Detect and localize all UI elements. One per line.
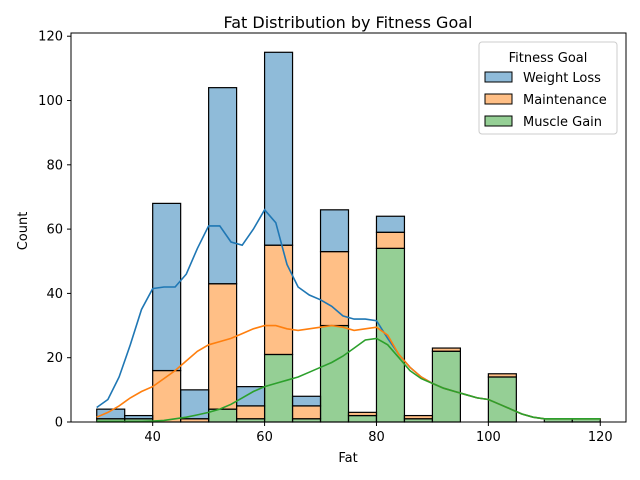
bar-maintenance-bin-2: [152, 369, 182, 423]
bar-maintenance-bin-11: [403, 414, 434, 420]
y-axis-label: Count: [16, 212, 31, 251]
bar-weight-loss-bin-4: [208, 87, 238, 285]
bar-maintenance-bin-14: [487, 373, 517, 378]
kde-line-muscle-gain: [96, 337, 601, 423]
x-tick-label-60: 60: [256, 430, 273, 445]
y-tick-label-0: 0: [55, 416, 63, 431]
y-tick-label-100: 100: [38, 94, 63, 109]
legend-label-muscle-gain: Muscle Gain: [523, 115, 602, 130]
bar-weight-loss-bin-6: [263, 51, 294, 246]
bar-maintenance-bin-6: [263, 244, 294, 356]
legend-swatch-muscle-gain: [484, 115, 513, 127]
legend-label-maintenance: Maintenance: [523, 93, 607, 108]
bar-weight-loss-bin-0: [96, 408, 126, 420]
axes-frame: [70, 32, 627, 423]
x-tick-label-100: 100: [476, 430, 501, 445]
bar-maintenance-bin-4: [208, 283, 238, 410]
bar-maintenance-bin-5: [236, 405, 266, 420]
legend-title: Fitness Goal: [509, 51, 588, 66]
y-tick-label-80: 80: [46, 158, 63, 173]
x-axis-label: Fat: [338, 451, 357, 466]
bar-maintenance-bin-12: [431, 347, 461, 352]
bar-weight-loss-bin-10: [375, 215, 406, 233]
bar-weight-loss-bin-1: [124, 414, 154, 420]
bar-weight-loss-bin-8: [319, 209, 350, 253]
legend-swatch-maintenance: [484, 93, 513, 105]
bar-muscle-gain-bin-6: [263, 353, 294, 423]
y-tick-label-60: 60: [46, 223, 63, 238]
y-tick-label-20: 20: [46, 351, 63, 366]
x-tick-label-80: 80: [368, 430, 385, 445]
x-tick-label-120: 120: [588, 430, 613, 445]
bar-weight-loss-bin-3: [180, 389, 210, 420]
bar-weight-loss-bin-7: [291, 395, 322, 407]
bar-weight-loss-bin-5: [236, 386, 266, 407]
bar-muscle-gain-bin-14: [487, 376, 517, 423]
bar-maintenance-bin-9: [347, 411, 378, 417]
bar-maintenance-bin-10: [375, 231, 406, 249]
y-tick-label-40: 40: [46, 287, 63, 302]
legend: Fitness Goal Weight Loss Maintenance Muscle…: [478, 41, 618, 135]
bar-maintenance-bin-7: [291, 405, 322, 420]
x-tick-label-40: 40: [144, 430, 161, 445]
legend-frame: [478, 41, 618, 135]
bar-muscle-gain-bin-9: [347, 414, 378, 423]
bar-maintenance-bin-8: [319, 251, 350, 327]
y-tick-label-120: 120: [38, 30, 63, 45]
chart-title: Fat Distribution by Fitness Goal: [224, 13, 473, 32]
bar-muscle-gain-bin-12: [431, 350, 461, 423]
legend-label-weight-loss: Weight Loss: [523, 71, 601, 86]
plot-area: 40 60 80 100 120 0 20 40 60 80 100 120: [38, 30, 627, 445]
bar-muscle-gain-bin-8: [319, 324, 350, 423]
bar-muscle-gain-bin-10: [375, 247, 406, 423]
legend-swatch-weight-loss: [484, 71, 513, 83]
